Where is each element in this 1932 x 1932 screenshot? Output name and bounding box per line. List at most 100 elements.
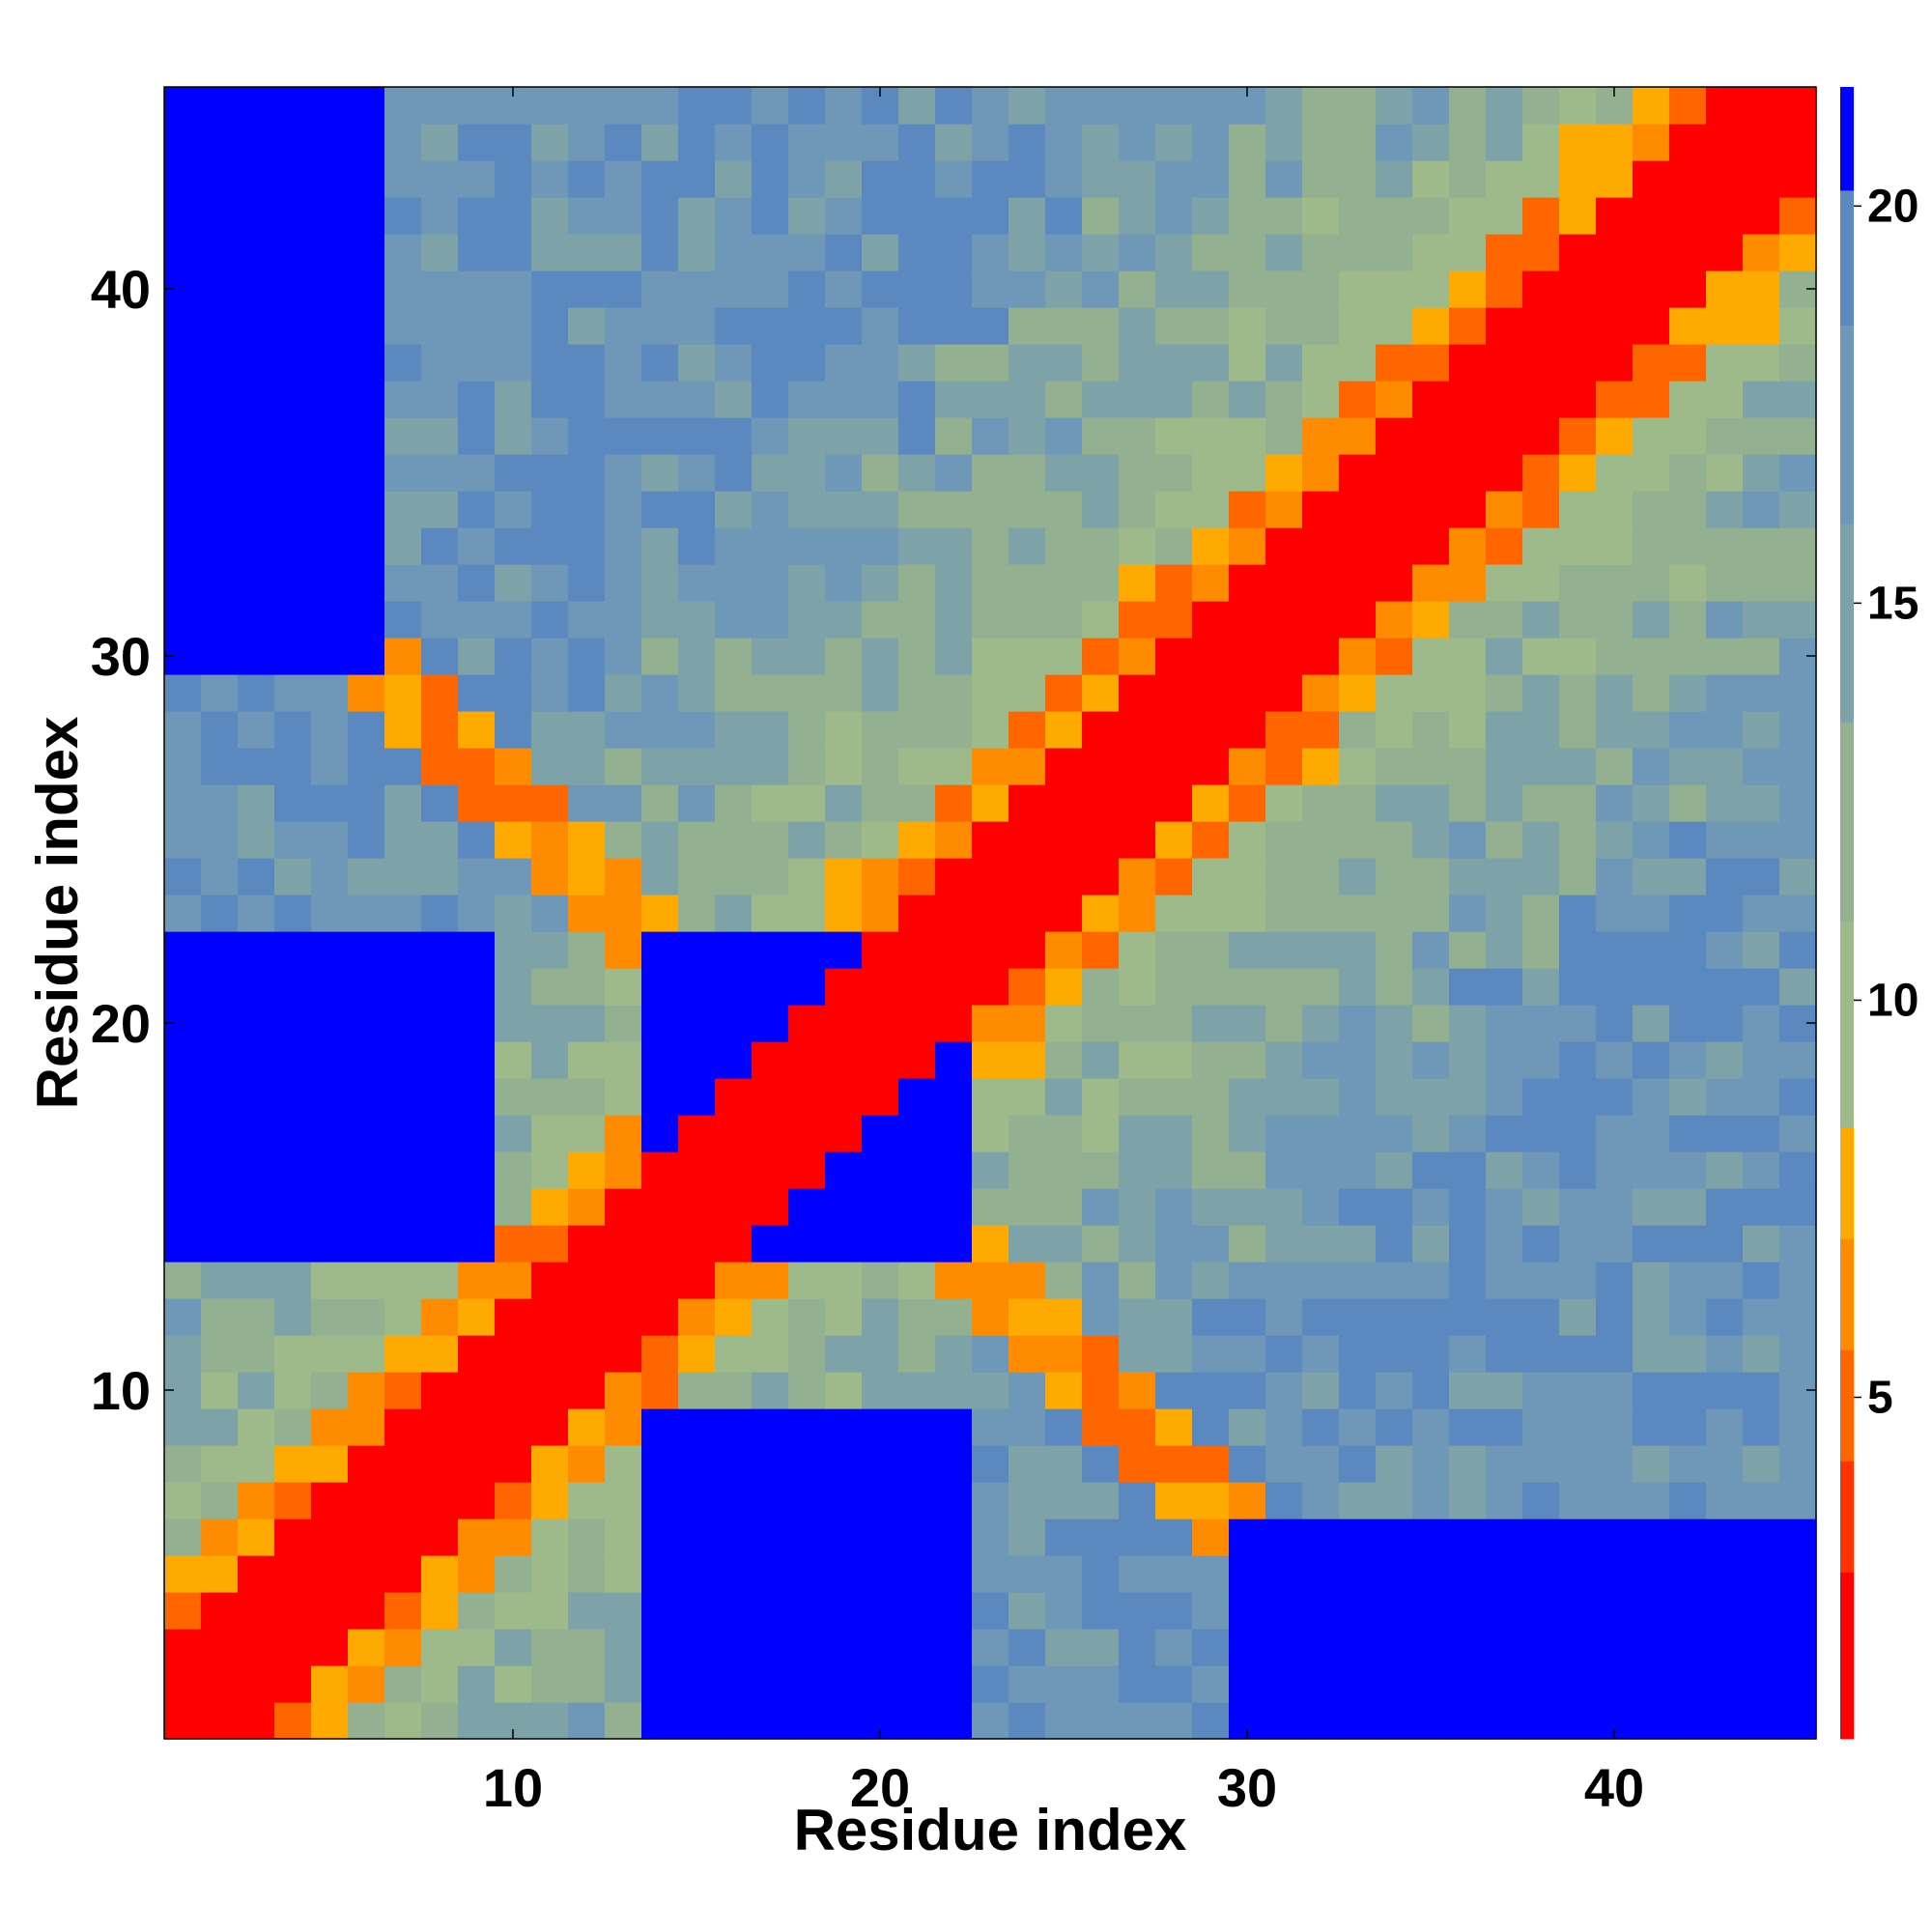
heatmap-cell: [1045, 601, 1083, 639]
heatmap-cell: [274, 1408, 312, 1446]
heatmap-cell: [1486, 748, 1523, 785]
heatmap-cell: [935, 1005, 973, 1042]
heatmap-cell: [1743, 160, 1780, 198]
heatmap-cell: [1412, 638, 1450, 675]
heatmap-cell: [1522, 1335, 1560, 1373]
heatmap-cell: [1633, 674, 1670, 712]
heatmap-cell: [641, 711, 679, 749]
heatmap-cell: [164, 784, 202, 822]
heatmap-cell: [1229, 784, 1266, 822]
heatmap-cell: [1633, 1372, 1670, 1409]
heatmap-cell: [1596, 1078, 1634, 1116]
heatmap-cell: [458, 931, 496, 969]
heatmap-cell: [458, 1078, 496, 1116]
heatmap-cell: [568, 1115, 606, 1152]
heatmap-cell: [678, 491, 716, 528]
heatmap-cell: [1522, 858, 1560, 895]
heatmap-cell: [274, 748, 312, 785]
heatmap-cell: [1155, 564, 1193, 602]
heatmap-cell: [935, 454, 973, 492]
heatmap-cell: [825, 1372, 863, 1409]
heatmap-cell: [1522, 1372, 1560, 1409]
heatmap-cell: [605, 895, 642, 932]
heatmap-cell: [311, 1188, 349, 1226]
heatmap-cell: [1119, 491, 1156, 528]
heatmap-cell: [1009, 564, 1046, 602]
heatmap-cell: [384, 895, 422, 932]
heatmap-cell: [1743, 270, 1780, 308]
heatmap-cell: [1522, 601, 1560, 639]
heatmap-cell: [531, 821, 569, 859]
heatmap-cell: [678, 197, 716, 235]
heatmap-cell: [1265, 1445, 1303, 1483]
heatmap-cell: [311, 270, 349, 308]
heatmap-cell: [1449, 527, 1487, 565]
heatmap-cell: [1559, 1188, 1597, 1226]
heatmap-cell: [715, 1372, 753, 1409]
heatmap-cell: [1596, 1225, 1634, 1263]
heatmap-cell: [238, 1298, 275, 1336]
heatmap-cell: [715, 931, 753, 969]
heatmap-cell: [311, 784, 349, 822]
heatmap-cell: [605, 1482, 642, 1520]
heatmap-cell: [1596, 1482, 1634, 1520]
heatmap-cell: [311, 601, 349, 639]
heatmap-cell: [1192, 1665, 1230, 1703]
heatmap-cell: [1559, 858, 1597, 895]
heatmap-cell: [1229, 307, 1266, 345]
heatmap-cell: [274, 1298, 312, 1336]
heatmap-cell: [238, 968, 275, 1006]
heatmap-cell: [164, 1041, 202, 1079]
heatmap-cell: [495, 821, 532, 859]
heatmap-cell: [164, 1555, 202, 1593]
heatmap-cell: [1339, 1629, 1377, 1666]
heatmap-cell: [1449, 197, 1487, 235]
heatmap-cell: [1229, 527, 1266, 565]
heatmap-cell: [1229, 1298, 1266, 1336]
heatmap-cell: [1119, 895, 1156, 932]
heatmap-cell: [1302, 417, 1340, 455]
heatmap-cell: [1743, 564, 1780, 602]
heatmap-cell: [384, 491, 422, 528]
heatmap-cell: [495, 527, 532, 565]
heatmap-cell: [1009, 124, 1046, 161]
heatmap-cell: [458, 638, 496, 675]
heatmap-cell: [568, 1665, 606, 1703]
heatmap-cell: [1669, 234, 1707, 271]
heatmap-cell: [1743, 638, 1780, 675]
heatmap-cell: [1376, 1115, 1413, 1152]
heatmap-cell: [1376, 1188, 1413, 1226]
heatmap-cell: [1119, 1005, 1156, 1042]
heatmap-cell: [1009, 1555, 1046, 1593]
heatmap-cell: [1559, 1225, 1597, 1263]
heatmap-cell: [1633, 968, 1670, 1006]
heatmap-cell: [495, 491, 532, 528]
heatmap-cell: [348, 1115, 385, 1152]
heatmap-cell: [1596, 858, 1634, 895]
colorbar-tick-label: 15: [1867, 578, 1918, 629]
heatmap-cell: [1522, 1005, 1560, 1042]
heatmap-cell: [972, 1482, 1009, 1520]
heatmap-cell: [1009, 381, 1046, 418]
heatmap-cell: [1045, 1592, 1083, 1630]
heatmap-cell: [201, 968, 239, 1006]
heatmap-cell: [1265, 1005, 1303, 1042]
heatmap-cell: [1082, 931, 1120, 969]
heatmap-cell: [715, 234, 753, 271]
heatmap-cell: [972, 344, 1009, 382]
heatmap-cell: [1045, 124, 1083, 161]
heatmap-cell: [1779, 968, 1817, 1006]
heatmap-cell: [1155, 1592, 1193, 1630]
heatmap-cell: [1412, 895, 1450, 932]
heatmap-cell: [1779, 1445, 1817, 1483]
heatmap-cell: [1009, 307, 1046, 345]
heatmap-cell: [715, 1408, 753, 1446]
heatmap-cell: [1119, 1445, 1156, 1483]
heatmap-cell: [1155, 1408, 1193, 1446]
heatmap-cell: [678, 87, 716, 125]
heatmap-cell: [1449, 1041, 1487, 1079]
heatmap-cell: [605, 417, 642, 455]
heatmap-cell: [898, 381, 936, 418]
heatmap-cell: [1669, 1445, 1707, 1483]
heatmap-cell: [862, 1005, 899, 1042]
